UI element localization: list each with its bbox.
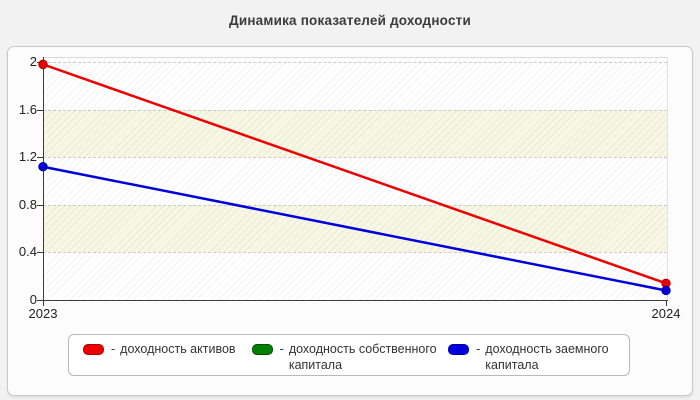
x-axis-tick-label: 2024 <box>651 306 681 321</box>
y-axis-line <box>43 57 44 301</box>
legend-swatch-green <box>251 344 273 355</box>
legend-swatch-blue <box>448 344 470 355</box>
y-axis-tick-mark <box>37 300 44 301</box>
legend-swatch-red <box>83 344 104 355</box>
legend-item-assets: - доходность активов <box>83 342 252 358</box>
legend-item-debt: - доходность заемного капитала <box>448 342 629 373</box>
plot-right-border <box>667 57 668 301</box>
legend-label: доходность активов <box>120 342 236 356</box>
x-axis-tick-mark <box>666 301 667 306</box>
gridline <box>43 204 667 206</box>
x-axis-tick-label: 2023 <box>28 306 58 321</box>
y-axis-tick-mark <box>37 109 44 111</box>
x-axis-tick-mark <box>43 301 44 306</box>
gridline <box>43 109 667 111</box>
y-axis-tick-mark <box>37 157 44 159</box>
legend-separator: - <box>476 342 481 356</box>
y-axis-tick-label: 0.4 <box>18 244 37 260</box>
gridline <box>43 252 667 254</box>
y-axis-tick-label: 0 <box>29 292 37 307</box>
y-axis-tick-label: 2 <box>29 54 37 69</box>
chart-panel: 0 0.4 0.8 1.2 1.6 2 2023 2024 - доходность акт… <box>7 46 693 396</box>
legend-label: доходность собственного капитала <box>288 342 437 372</box>
y-axis-tick-label: 1.6 <box>18 101 37 117</box>
plot-area <box>43 57 667 301</box>
gridline <box>43 157 667 159</box>
y-axis-tick-label: 0.8 <box>18 196 37 212</box>
plot-band <box>43 109 667 158</box>
plot-band <box>43 204 667 253</box>
plot-top-border <box>43 57 667 58</box>
chart-title: Динамика показателей доходности <box>229 13 471 28</box>
y-axis-tick-label: 1.2 <box>18 149 37 165</box>
legend-label: доходность заемного капитала <box>485 342 609 372</box>
legend-item-equity: - доходность собственного капитала <box>251 342 448 373</box>
legend-separator: - <box>111 342 116 356</box>
legend-separator: - <box>279 342 284 356</box>
y-axis-tick-mark <box>37 204 44 206</box>
gridline <box>43 62 667 63</box>
y-axis-tick-mark <box>37 62 44 63</box>
x-axis-line <box>37 300 668 301</box>
legend-box: - доходность активов - доходность собств… <box>68 334 630 376</box>
y-axis-tick-mark <box>37 252 44 254</box>
